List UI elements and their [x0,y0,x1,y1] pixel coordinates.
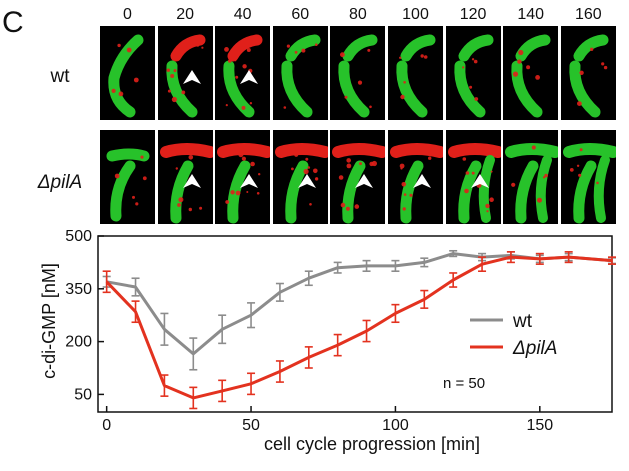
y-tick-label: 50 [74,386,92,403]
chart-series [102,249,616,410]
microscopy-frame [503,26,559,120]
y-tick-label: 200 [65,334,92,351]
panel-letter: C [2,6,24,39]
row-label-wt: wt [50,66,70,87]
sample-size-annotation: n = 50 [443,375,485,392]
legend-label: wt [512,311,533,332]
time-label: 160 [574,6,602,23]
microscopy-frame [445,130,501,224]
y-tick-label: 350 [65,281,92,298]
microscopy-frame [330,26,386,120]
microscopy-frame [272,26,328,120]
x-tick-label: 100 [382,417,409,434]
row-label-pila: ΔpilA [37,172,83,193]
microscopy-frame [388,130,443,224]
microscopy-frame [272,130,328,224]
microscopy-frame [157,130,213,224]
time-label: 140 [517,6,545,23]
x-axis-label: cell cycle progression [min] [264,434,480,454]
time-label: 100 [402,6,429,23]
microscopy-frame [503,130,559,224]
time-label: 40 [233,6,252,23]
time-label: 60 [291,6,310,23]
series-line [105,255,613,400]
microscopy-frame [560,26,616,120]
microscopy-frame [157,26,213,120]
x-tick-label: 0 [102,417,111,434]
x-tick-label: 50 [242,417,260,434]
plot-frame [97,235,613,413]
chart-axes: 50 200 350 500 0 50 100 150 [65,228,613,434]
microscopy-frame [100,26,155,120]
time-label: 120 [459,6,487,23]
microscopy-frame [100,130,155,224]
y-tick-label: 500 [65,228,92,245]
time-label: 80 [348,6,367,23]
microscopy-frame [215,26,271,120]
microscopy-frame [445,26,501,120]
microscopy-frame [560,130,616,224]
microscopy-frame [330,130,386,224]
legend-label: ΔpilA [512,338,557,359]
microscopy-frame [215,130,271,224]
series-pila [102,251,616,410]
time-label: 0 [123,6,132,23]
time-label: 20 [176,6,194,23]
microscopy-frame [388,26,443,120]
chart-legend: wt ΔpilA [470,311,557,359]
y-axis-label: c-di-GMP [nM] [39,263,59,379]
x-tick-label: 150 [526,417,553,434]
